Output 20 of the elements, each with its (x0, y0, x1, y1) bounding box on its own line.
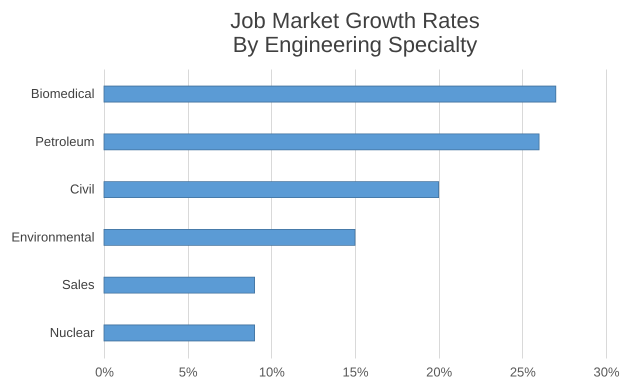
y-tick-label: Civil (70, 182, 95, 197)
x-tick-label: 25% (510, 364, 536, 380)
x-tick-label: 5% (178, 364, 198, 380)
bar (104, 181, 440, 198)
x-tick-label: 0% (95, 364, 114, 380)
x-tick-label: 30% (593, 364, 620, 380)
y-tick-label: Environmental (11, 229, 95, 244)
x-tick-label: 20% (426, 364, 453, 380)
x-tick-label: 15% (342, 364, 369, 380)
x-tick-label: 10% (258, 364, 286, 380)
bar (104, 86, 556, 102)
bar (104, 228, 356, 246)
bar (104, 276, 255, 294)
bar (104, 133, 540, 150)
y-tick-label: Biomedical (30, 86, 95, 102)
y-tick-label: Nuclear (50, 324, 96, 340)
y-tick-label: Petroleum (35, 134, 94, 149)
y-tick-label: Sales (62, 277, 95, 292)
bar (104, 324, 255, 342)
chart-title: Job Market Growth Rates By Engineering Specialty (230, 8, 480, 57)
